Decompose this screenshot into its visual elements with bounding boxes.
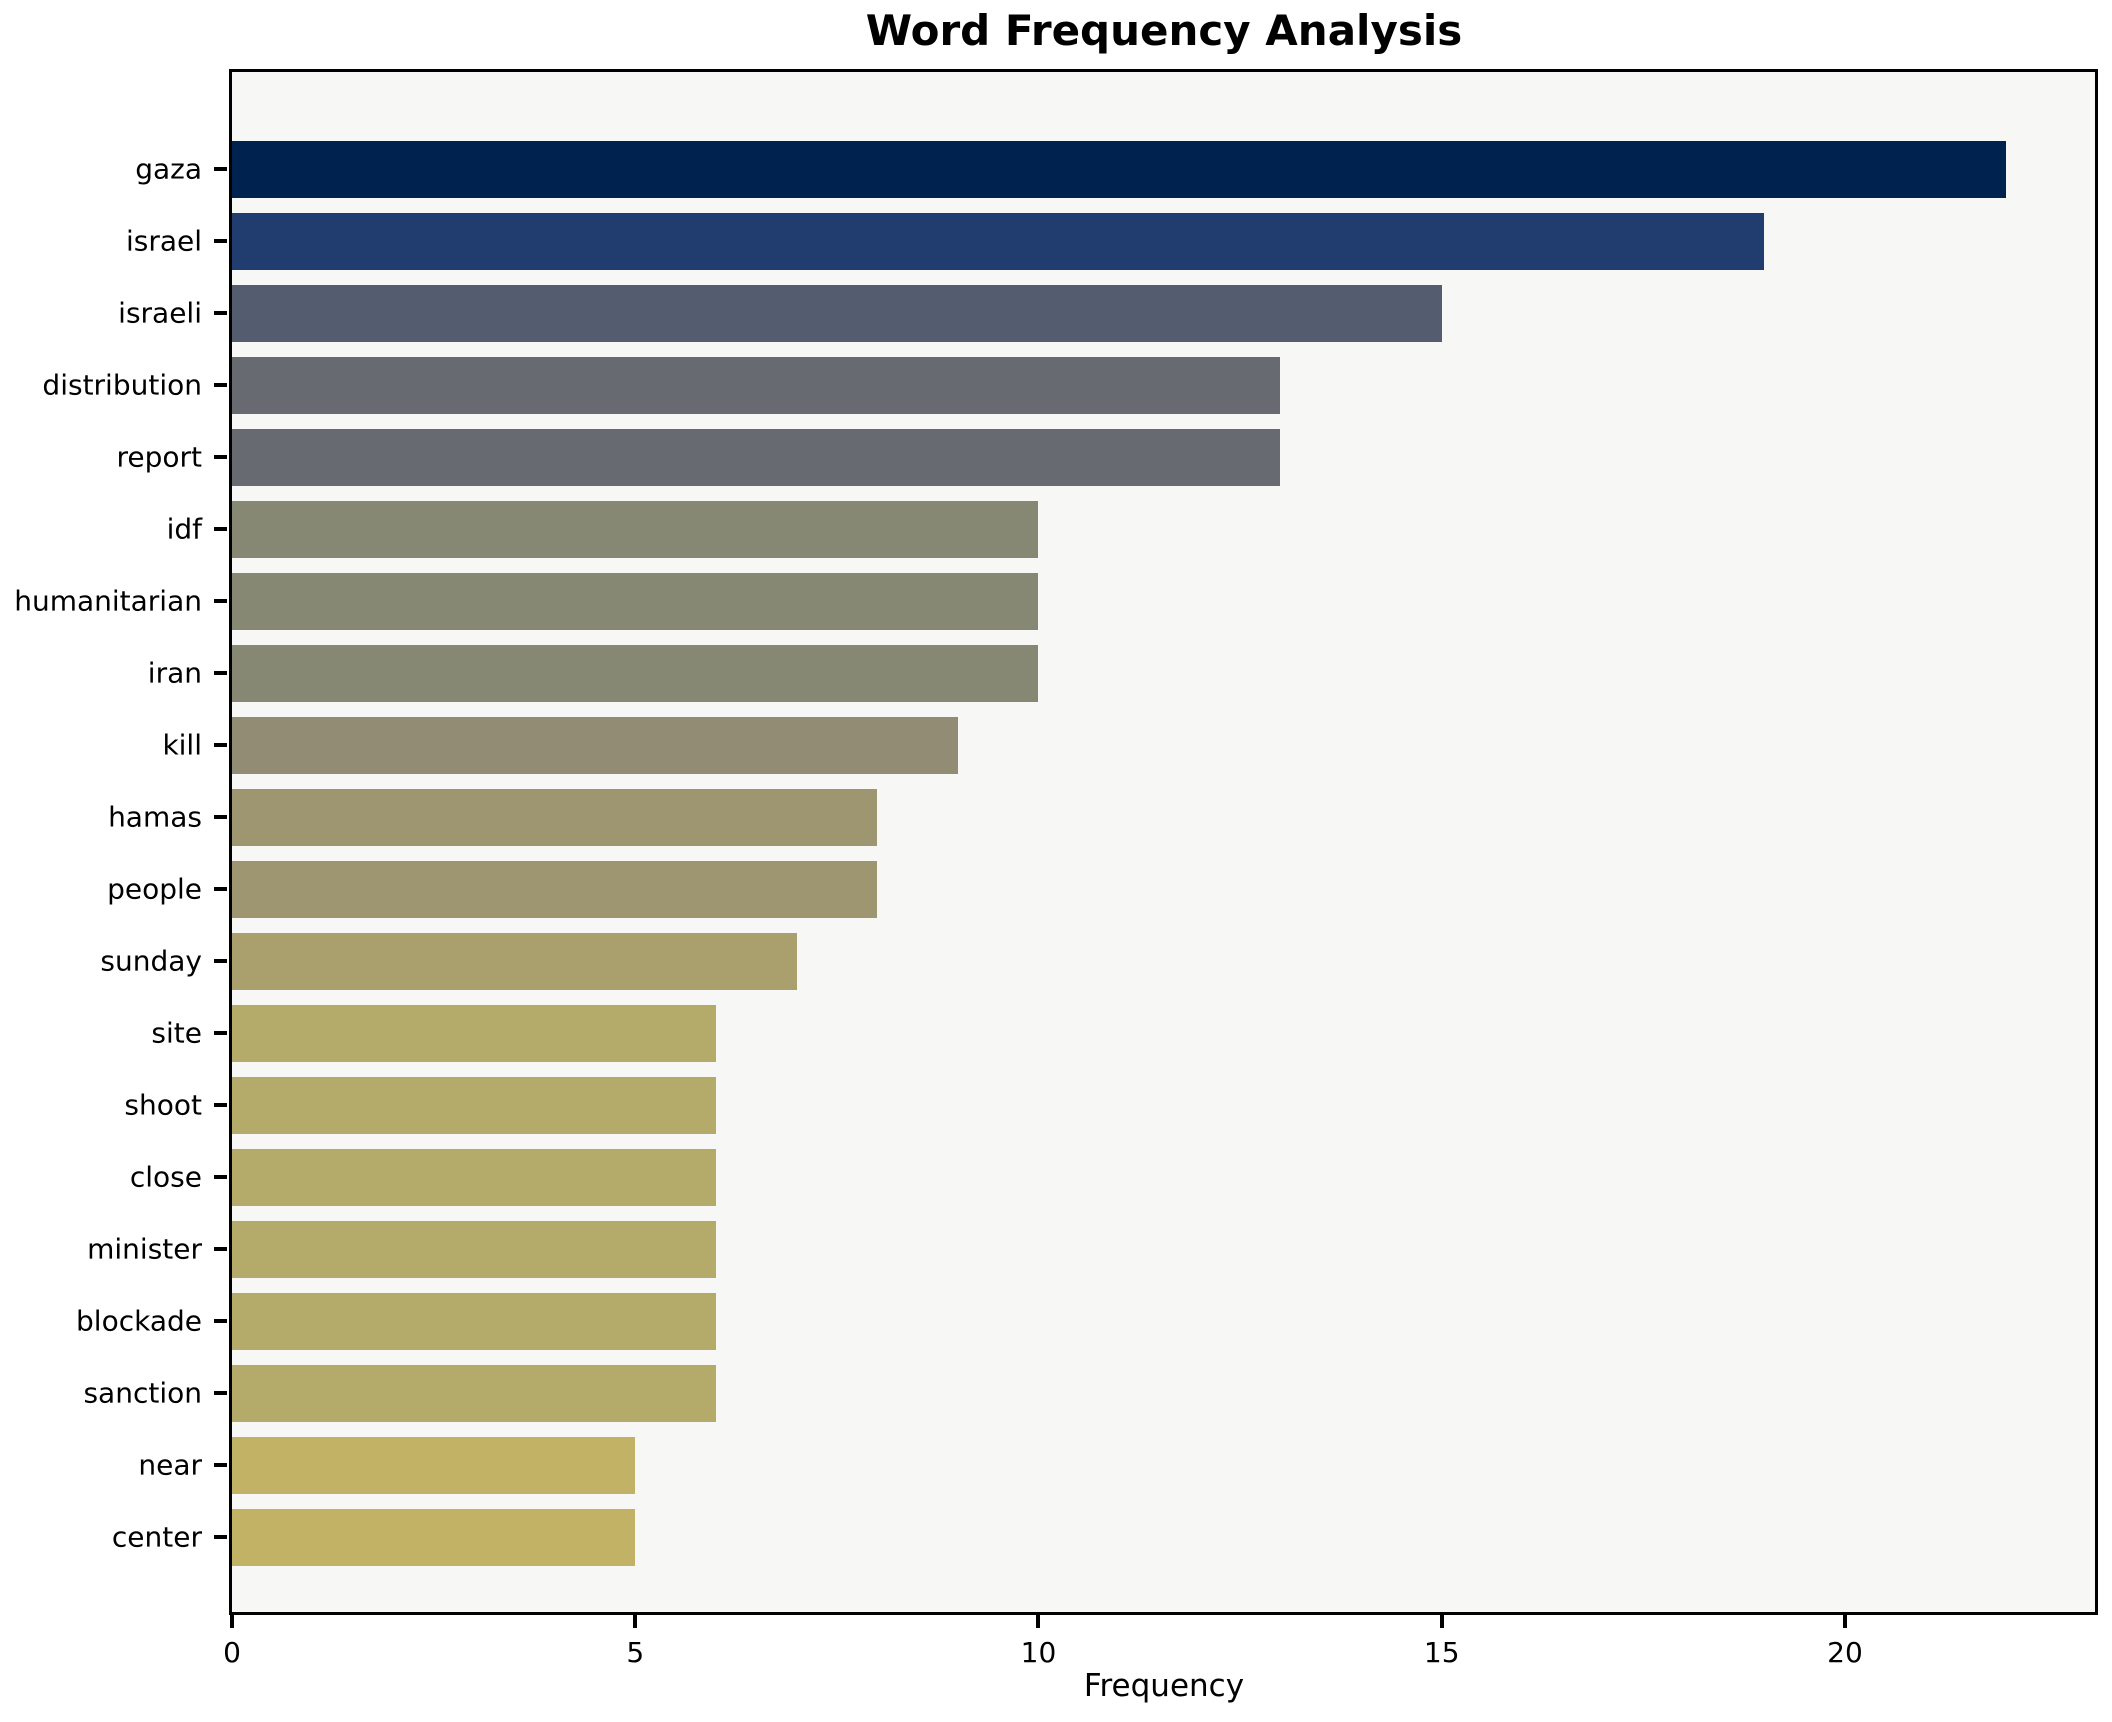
y-axis-label: israel [125,224,202,258]
bar-row: hamas [108,781,2095,853]
y-axis-label: gaza [135,152,202,186]
bar [232,1292,716,1350]
y-axis-label: distribution [42,368,202,402]
bar-row: distribution [42,349,2095,421]
y-axis-label: sunday [100,944,202,978]
x-tick-label: 10 [1020,1636,1057,1669]
bar-row: iran [148,637,2095,709]
bar [232,788,878,846]
bar-row: close [130,1141,2095,1213]
x-tick-label: 15 [1423,1636,1460,1669]
x-tick-label: 0 [223,1636,241,1669]
y-axis-label: iran [147,656,202,690]
y-tick-mark [214,167,227,171]
bar-row: israeli [118,277,2095,349]
y-axis-label: minister [87,1232,202,1266]
y-axis-label: people [107,872,202,906]
y-tick-mark [214,599,227,603]
y-tick-mark [214,959,227,963]
y-axis-label: shoot [124,1088,202,1122]
y-tick-mark [214,239,227,243]
bar-row: idf [167,493,2095,565]
x-tick-mark [1842,1615,1847,1628]
x-tick-mark [1439,1615,1444,1628]
bar [232,644,1039,702]
y-tick-mark [214,815,227,819]
y-axis-label: center [111,1520,202,1554]
y-tick-mark [214,887,227,891]
bar-row: center [112,1501,2095,1573]
bar [232,1436,636,1494]
bar [232,932,797,990]
y-axis-label: idf [166,512,202,546]
y-tick-mark [214,671,227,675]
bar-row: sunday [100,925,2095,997]
bar [232,1220,716,1278]
bar-row: blockade [76,1285,2095,1357]
y-tick-mark [214,1247,227,1251]
bar-row: humanitarian [14,565,2095,637]
y-tick-mark [214,1031,227,1035]
y-tick-mark [214,1463,227,1467]
bar [232,716,958,774]
chart-title: Word Frequency Analysis [865,6,1463,55]
y-axis-label: close [129,1160,202,1194]
y-axis-label: israeli [118,296,202,330]
bar [232,500,1039,558]
y-axis-label: humanitarian [14,584,202,618]
y-tick-mark [214,455,227,459]
y-tick-mark [214,1103,227,1107]
x-tick-mark [230,1615,234,1628]
bar [232,1076,716,1134]
bar [232,284,1442,342]
bar [232,428,1281,486]
y-tick-mark [214,1535,227,1539]
bar-row: israel [126,205,2095,277]
bars-area: gaza israel israeli distribution report … [14,133,2095,1573]
y-axis-label: kill [162,728,202,762]
bar [232,1148,716,1206]
bar-row: shoot [124,1069,2095,1141]
y-axis-label: sanction [83,1376,202,1410]
y-axis-label: report [116,440,202,474]
bar [232,356,1281,414]
bar-row: gaza [135,133,2095,205]
y-axis-label: blockade [76,1304,202,1338]
x-tick-mark [633,1615,638,1628]
y-tick-mark [214,1319,227,1323]
bar-row: kill [162,709,2095,781]
bar-row: minister [87,1213,2095,1285]
bar [232,1508,636,1566]
bar [232,1004,716,1062]
y-axis-label: site [151,1016,202,1050]
bar-row: near [138,1429,2095,1501]
x-tick-mark [1036,1615,1041,1628]
plot-area: gaza israel israeli distribution report … [14,69,2098,1669]
y-tick-mark [214,311,227,315]
bar [232,860,878,918]
x-tick-label: 20 [1827,1636,1863,1669]
bar [232,140,2007,198]
bar [232,212,1765,270]
y-tick-mark [214,1175,227,1179]
y-axis-label: hamas [108,800,202,834]
x-tick-label: 5 [626,1636,645,1669]
bar-row: report [116,421,2095,493]
bar-row: sanction [83,1357,2095,1429]
y-tick-mark [214,527,227,531]
bar-row: site [151,997,2095,1069]
x-axis-title: Frequency [1083,1668,1245,1704]
bar [232,572,1039,630]
bar [232,1364,716,1422]
y-tick-mark [214,383,227,387]
y-axis-label: near [138,1448,202,1482]
bar-row: people [107,853,2095,925]
y-tick-mark [214,1391,227,1395]
y-tick-mark [214,743,227,747]
